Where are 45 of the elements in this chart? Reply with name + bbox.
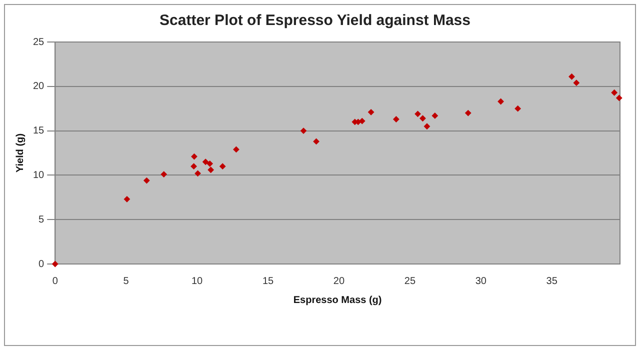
point — [191, 154, 198, 160]
point — [202, 158, 209, 165]
x-axis-title: Espresso Mass (g) — [293, 294, 382, 306]
point — [573, 80, 580, 86]
point — [208, 166, 214, 173]
point — [393, 116, 400, 122]
y-tick-label: 25 — [33, 36, 45, 48]
point — [124, 196, 130, 202]
point — [359, 118, 366, 124]
point — [190, 163, 197, 170]
x-tick-label: 0 — [52, 276, 58, 287]
chart-title: Scatter Plot of Espresso Yield against Mass — [160, 12, 470, 30]
point — [420, 115, 426, 122]
x-tick-label: 25 — [404, 276, 416, 287]
y-tick-label: 20 — [33, 81, 45, 92]
x-tick-label: 30 — [475, 276, 487, 287]
x-tick-label: 20 — [333, 276, 345, 287]
y-tick-label: 5 — [38, 214, 45, 226]
x-tick-label: 10 — [191, 276, 204, 287]
point — [424, 123, 430, 130]
point — [144, 178, 150, 184]
point — [300, 128, 306, 134]
point — [498, 98, 504, 104]
point — [616, 94, 622, 101]
point — [220, 163, 226, 170]
y-tick-label: 0 — [38, 258, 45, 270]
point — [611, 90, 618, 96]
point — [414, 110, 421, 117]
x-tick-label: 15 — [262, 276, 274, 287]
y-tick-label: 10 — [33, 170, 45, 181]
point — [368, 109, 374, 116]
point — [313, 138, 320, 144]
point — [568, 74, 575, 80]
point — [206, 160, 213, 167]
point — [52, 261, 58, 267]
point — [465, 110, 472, 116]
y-axis-title: Yield (g) — [14, 133, 26, 173]
point — [432, 112, 438, 119]
point — [233, 146, 240, 152]
point — [194, 170, 201, 176]
point — [160, 171, 167, 178]
y-tick-label: 15 — [33, 126, 45, 137]
point — [514, 106, 521, 112]
x-tick-label: 35 — [546, 276, 558, 287]
x-tick-label: 5 — [123, 276, 130, 287]
